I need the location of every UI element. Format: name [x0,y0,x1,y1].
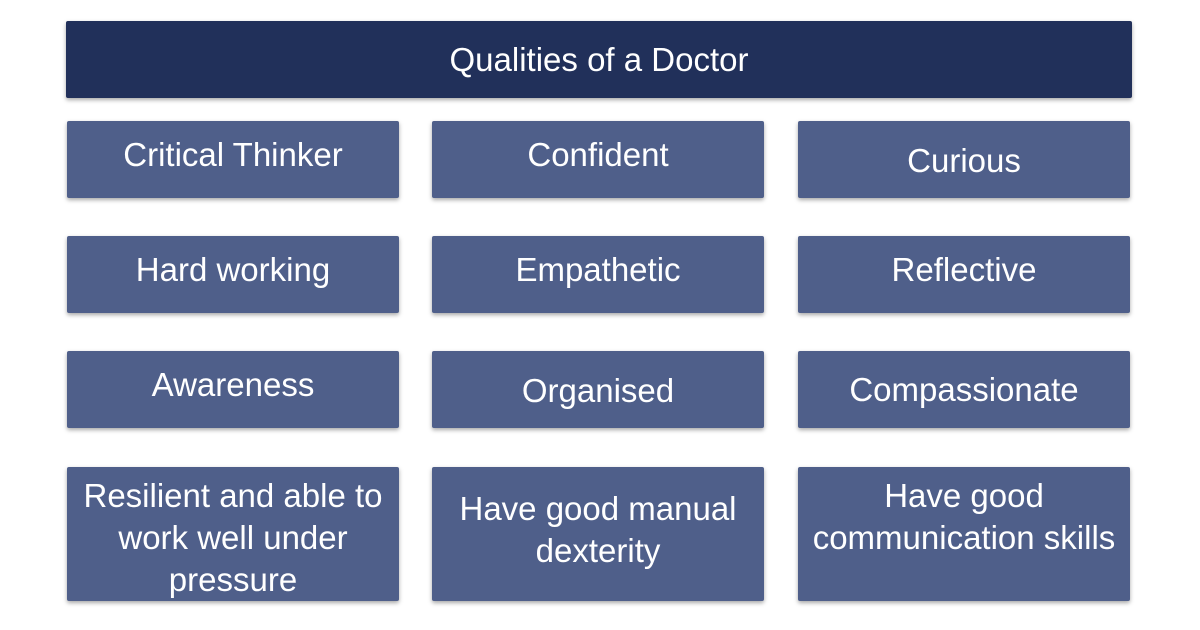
quality-box: Confident [432,121,764,198]
quality-label: Confident [527,136,669,173]
quality-label: Reflective [891,251,1037,288]
quality-label: Critical Thinker [123,136,343,173]
quality-label: Resilient and able to work well under pr… [83,477,383,598]
quality-box: Curious [798,121,1130,198]
quality-box: Have good communication skills [798,467,1130,601]
quality-box: Hard working [67,236,399,313]
quality-label: Empathetic [515,251,681,288]
quality-label: Hard working [135,251,331,288]
quality-box: Organised [432,351,764,428]
quality-label: Have good manual dexterity [459,490,737,569]
quality-label: Have good communication skills [812,477,1116,556]
quality-box: Critical Thinker [67,121,399,198]
quality-label: Curious [907,141,1021,179]
quality-box: Awareness [67,351,399,428]
quality-box: Have good manual dexterity [432,467,764,601]
diagram-title: Qualities of a Doctor [449,40,749,78]
quality-box: Reflective [798,236,1130,313]
quality-label: Compassionate [849,370,1079,408]
quality-box: Resilient and able to work well under pr… [67,467,399,601]
quality-box: Compassionate [798,351,1130,428]
quality-label: Awareness [151,366,315,403]
quality-box: Empathetic [432,236,764,313]
diagram-title-box: Qualities of a Doctor [66,21,1132,98]
quality-label: Organised [521,371,675,409]
